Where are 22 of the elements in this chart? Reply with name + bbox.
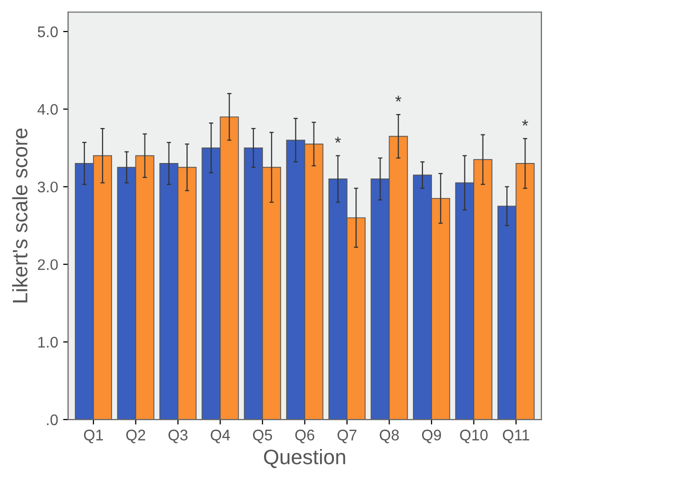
y-axis-title: Likert's scale score <box>12 128 28 302</box>
y-tick-label: .0 <box>47 414 58 426</box>
y-tick-label: 2.0 <box>38 259 58 270</box>
x-tick-label: Q7 <box>338 430 356 444</box>
x-tick-label: Q4 <box>210 430 230 444</box>
x-tick-label: Q3 <box>168 430 188 444</box>
x-tick-label: Q9 <box>422 430 441 444</box>
x-tick-label: Q1 <box>84 430 103 444</box>
x-tick-label: Q10 <box>460 430 488 444</box>
x-tick-label: Q11 <box>502 430 530 444</box>
y-tick-label: 3.0 <box>38 182 58 192</box>
x-tick-label: Q8 <box>380 430 399 444</box>
annotation: * <box>522 120 528 126</box>
x-tick-label: Q2 <box>126 430 146 444</box>
y-tick-label: 4.0 <box>37 104 58 115</box>
x-tick-label: Q6 <box>295 430 314 444</box>
x-axis-title: Question <box>264 449 346 468</box>
annotation: * <box>334 136 341 143</box>
y-tick-label: 1.0 <box>38 336 58 348</box>
y-tick-label: 5.0 <box>38 26 58 38</box>
annotation: * <box>395 96 402 102</box>
x-tick-label: Q5 <box>253 430 272 444</box>
